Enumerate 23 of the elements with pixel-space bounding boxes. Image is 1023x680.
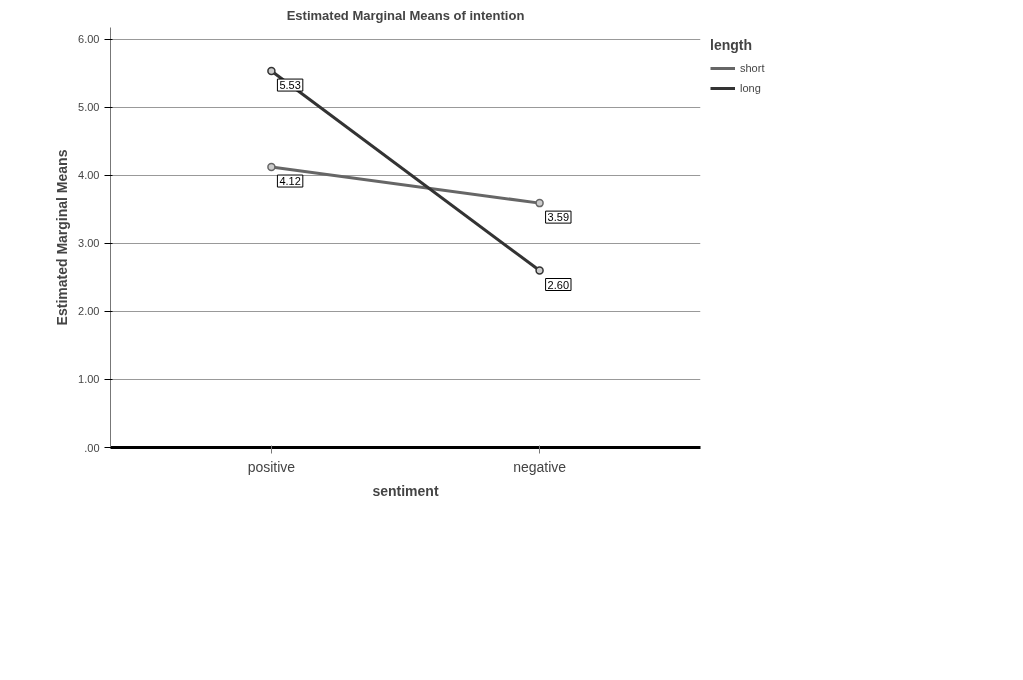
y-tick-label: 2.00 [78,305,100,318]
legend-title: length [710,37,753,53]
data-label: 4.12 [279,175,301,188]
y-tick-label: 6.00 [78,33,100,46]
y-tick-label: .00 [84,441,100,454]
legend-label: short [740,62,765,74]
data-label: 3.59 [547,211,570,224]
data-label: 2.60 [547,278,570,291]
y-tick-label: 3.00 [78,237,100,250]
x-tick-label: positive [247,458,296,475]
y-tick-label: 4.00 [78,169,100,182]
x-tick-label: negative [513,458,567,475]
y-tick-label: 1.00 [78,373,100,386]
x-axis-title: sentiment [372,482,439,499]
y-axis-title: Estimated Marginal Means [54,149,71,326]
point [267,66,276,76]
point [535,266,544,275]
data-label: 5.53 [279,79,301,92]
legend-label: long [740,82,761,94]
point [535,198,544,208]
chart-title: Estimated Marginal Means of intention [286,7,525,23]
y-tick-label: 5.00 [78,101,100,114]
point [267,162,276,172]
